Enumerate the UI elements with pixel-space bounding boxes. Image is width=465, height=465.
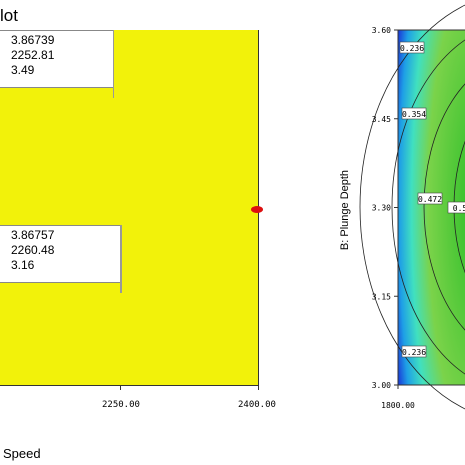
x-tick-label: 2250.00: [102, 400, 140, 410]
callout-top-line-1: 3.86739: [11, 33, 55, 47]
callout-top-line-3: 3.49: [11, 63, 35, 77]
callout-bottom-line-1: 3.86757: [11, 228, 55, 242]
contour-value-label: 0.472: [418, 195, 442, 204]
y-tick-label: 3.00: [372, 381, 391, 390]
contour-value-label: 0.354: [402, 110, 426, 119]
callout-bottom-line-3: 3.16: [11, 258, 35, 272]
y-tick-label: 3.30: [372, 204, 391, 213]
x-tickmark: [258, 385, 259, 390]
x-axis-label: Speed: [3, 446, 41, 461]
callout-top-leader: [113, 30, 114, 98]
x-tickmark: [120, 385, 121, 390]
callout-bottom: 3.86757 2260.48 3.16: [0, 225, 122, 283]
optimum-marker[interactable]: [251, 206, 263, 213]
contour-value-label: 0.236: [402, 348, 426, 357]
y-tick-label: 3.45: [372, 115, 391, 124]
contour-value-box: [447, 201, 465, 214]
contour-value-label: 0.236: [400, 44, 424, 53]
contour-line: [423, 83, 465, 331]
contour-value-box: [401, 107, 427, 120]
x-tick-label: 2400.00: [238, 400, 276, 410]
y-tick-label: 3.60: [372, 26, 391, 35]
callout-top-line-2: 2252.81: [11, 48, 55, 62]
y-axis-label: B: Plunge Depth: [339, 170, 351, 250]
panel-title: lot: [0, 6, 18, 25]
contour-value-label: 0.5: [453, 204, 465, 213]
contour-line: [391, 39, 465, 375]
x-tick-label: 1800.00: [381, 401, 415, 410]
y-tick-label: 3.15: [372, 292, 391, 301]
callout-bottom-line-2: 2260.48: [11, 243, 55, 257]
contour-value-box: [399, 41, 425, 54]
contour-line: [359, 4, 465, 410]
callout-top: 3.86739 2252.81 3.49: [0, 30, 114, 88]
contour-value-box: [417, 192, 443, 205]
contour-value-box: [401, 345, 427, 358]
plot-area: [0, 30, 259, 386]
callout-bottom-leader: [120, 225, 122, 293]
